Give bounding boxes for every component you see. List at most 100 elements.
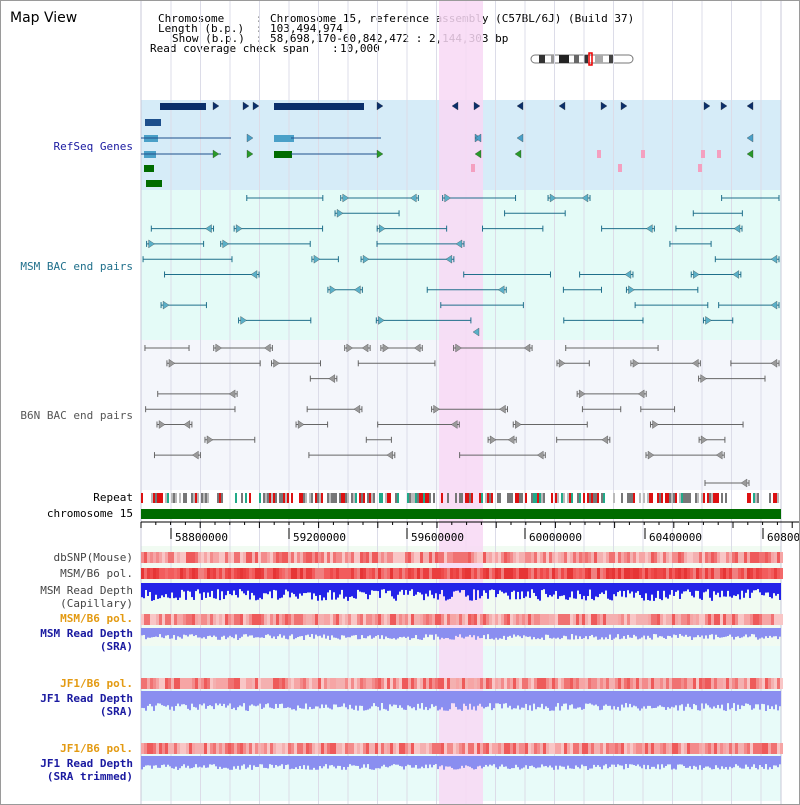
msm-b6-pol-heat — [162, 568, 165, 579]
msm-depth-capillary-bar — [729, 583, 731, 597]
msm-depth-capillary-bar — [195, 583, 197, 592]
track-label-msm-bac[interactable]: MSM BAC end pairs — [20, 260, 133, 273]
jf1-depth-sra-bar — [511, 691, 513, 710]
dbsnp-heat — [726, 552, 729, 563]
jf1-b6-pol-heat — [252, 678, 255, 689]
msm-b6-pol-heat — [198, 568, 201, 579]
track-label-jf1-depth-sra[interactable]: JF1 Read Depth — [40, 692, 133, 705]
msm-depth-capillary-bar — [409, 583, 411, 591]
jf1-b6-pol-heat-2 — [432, 743, 435, 754]
jf1-depth-sra-bar — [625, 691, 627, 704]
track-label-b6n-bac[interactable]: B6N BAC end pairs — [20, 409, 133, 422]
msm-depth-sra-bar — [403, 628, 405, 637]
jf1-b6-pol-heat — [162, 678, 165, 689]
msm-depth-sra-bar — [649, 628, 651, 638]
jf1-b6-pol-heat — [717, 678, 720, 689]
track-label-jf1-b6-pol-2[interactable]: JF1/B6 pol. — [60, 742, 133, 755]
track-label-repeat[interactable]: Repeat — [93, 491, 133, 504]
jf1-depth-trim-bar — [517, 756, 519, 768]
msm-b6-pol-heat-2 — [627, 614, 630, 625]
jf1-depth-trim-bar — [625, 756, 627, 765]
msm-b6-pol-heat-2 — [255, 614, 258, 625]
repeat-mark — [643, 493, 645, 503]
jf1-depth-trim-bar — [327, 756, 329, 769]
jf1-depth-trim-bar — [615, 756, 617, 767]
repeat-mark — [269, 493, 271, 503]
msm-depth-sra-bar — [233, 628, 235, 639]
jf1-depth-trim-bar — [163, 756, 165, 765]
jf1-depth-sra-bar — [157, 691, 159, 704]
jf1-depth-sra-bar — [497, 691, 499, 704]
jf1-depth-sra-bar — [323, 691, 325, 708]
jf1-b6-pol-heat-2 — [564, 743, 567, 754]
msm-b6-pol-heat — [396, 568, 399, 579]
jf1-b6-pol-heat — [234, 678, 237, 689]
dbsnp-heat — [354, 552, 357, 563]
repeat-mark — [141, 493, 143, 503]
jf1-b6-pol-heat-2 — [309, 743, 312, 754]
refseq-gene-block — [144, 165, 154, 172]
jf1-b6-pol-heat-2 — [606, 743, 609, 754]
track-label-chromosome[interactable]: chromosome 15 — [46, 507, 133, 520]
repeat-mark — [519, 493, 521, 503]
msm-b6-pol-heat — [687, 568, 690, 579]
jf1-depth-trim-bar — [297, 756, 299, 769]
msm-b6-pol-heat — [624, 568, 627, 579]
msm-depth-capillary-bar — [209, 583, 211, 597]
msm-depth-sra-bar — [639, 628, 641, 639]
jf1-depth-trim-bar — [527, 756, 529, 769]
track-label-jf1-depth-trim[interactable]: JF1 Read Depth — [40, 757, 133, 770]
msm-depth-sra-bar — [739, 628, 741, 639]
refseq-strand-arrow — [516, 133, 524, 143]
msm-depth-sra-bar — [247, 628, 249, 637]
jf1-b6-pol-heat-2 — [435, 743, 438, 754]
jf1-depth-trim-bar — [387, 756, 389, 768]
msm-b6-pol-heat — [510, 568, 513, 579]
repeat-mark — [669, 493, 671, 503]
msm-depth-sra-bar — [667, 628, 669, 636]
dbsnp-heat — [579, 552, 582, 563]
track-label-dbsnp[interactable]: dbSNP(Mouse) — [53, 551, 133, 564]
jf1-b6-pol-heat — [582, 678, 585, 689]
jf1-depth-trim-bar — [777, 756, 779, 768]
jf1-depth-sra-bar — [229, 691, 231, 704]
jf1-b6-pol-heat — [429, 678, 432, 689]
jf1-depth-trim-bar — [411, 756, 413, 768]
jf1-depth-sra-bar — [635, 691, 637, 707]
jf1-depth-sra-bar — [633, 691, 635, 706]
repeat-mark — [245, 493, 247, 503]
jf1-depth-trim-bar — [453, 756, 455, 770]
msm-depth-sra-bar — [503, 628, 505, 636]
jf1-depth-trim-bar — [239, 756, 241, 770]
jf1-depth-trim-bar — [489, 756, 491, 765]
msm-depth-sra-bar — [271, 628, 273, 639]
msm-depth-sra-bar — [611, 628, 613, 640]
msm-bac-pair-end — [628, 285, 635, 295]
refseq-strand-arrow — [746, 149, 754, 159]
jf1-depth-trim-bar — [515, 756, 517, 765]
msm-b6-pol-heat — [498, 568, 501, 579]
msm-depth-sra-bar — [751, 628, 753, 635]
jf1-depth-sra-bar — [463, 691, 465, 704]
track-label-msm-depth-sra[interactable]: MSM Read Depth — [40, 627, 133, 640]
track-label-msm-b6-pol-1[interactable]: MSM/B6 pol. — [60, 567, 133, 580]
jf1-depth-sra-bar — [585, 691, 587, 704]
msm-depth-sra-bar — [725, 628, 727, 637]
msm-depth-capillary-bar — [185, 583, 187, 600]
track-label-jf1-b6-pol-1[interactable]: JF1/B6 pol. — [60, 677, 133, 690]
jf1-b6-pol-heat — [378, 678, 381, 689]
jf1-b6-pol-heat — [687, 678, 690, 689]
chromosome-ideogram[interactable] — [529, 52, 637, 66]
msm-depth-sra-bar — [411, 628, 413, 639]
track-label-msm-b6-pol-2[interactable]: MSM/B6 pol. — [60, 612, 133, 625]
track-label-msm-depth-cap[interactable]: MSM Read Depth — [40, 584, 133, 597]
jf1-b6-pol-heat — [309, 678, 312, 689]
msm-depth-capillary-bar — [455, 583, 457, 591]
dbsnp-heat — [513, 552, 516, 563]
jf1-depth-sra-bar — [535, 691, 537, 710]
dbsnp-heat — [309, 552, 312, 563]
track-label-refseq[interactable]: RefSeq Genes — [53, 140, 133, 153]
msm-b6-pol-heat — [441, 568, 444, 579]
msm-depth-capillary-bar — [445, 583, 447, 601]
